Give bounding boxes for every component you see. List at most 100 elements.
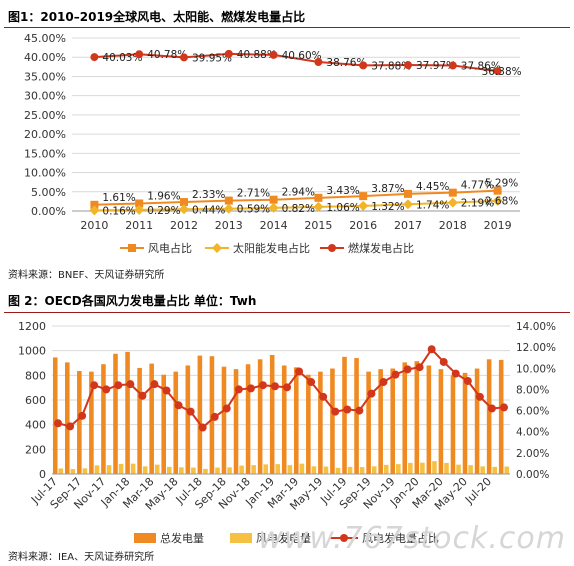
- solar-point: [179, 204, 189, 215]
- coal-point: [448, 61, 457, 70]
- wind-point: [90, 200, 99, 209]
- solar-point: [223, 203, 234, 214]
- share-point: [258, 381, 267, 390]
- total-bar: [173, 371, 179, 474]
- wind-bar: [94, 465, 100, 474]
- share-point: [367, 389, 376, 398]
- y-tick-label: 10.00%: [24, 167, 66, 180]
- wind-bar: [347, 466, 353, 474]
- share-point: [415, 363, 424, 372]
- x-tick-label: 2011: [125, 219, 153, 232]
- y-right-tick-label: 0.00%: [516, 469, 549, 481]
- total-bar: [64, 362, 70, 474]
- series-line-2: [94, 199, 498, 212]
- y-tick-label: 35.00%: [24, 70, 66, 83]
- share-point: [439, 357, 448, 366]
- data-label: 0.82%: [282, 203, 315, 215]
- share-point: [319, 392, 328, 401]
- wind-point: [314, 193, 323, 202]
- share-point: [186, 407, 195, 416]
- solar-point: [403, 199, 413, 210]
- share-point: [78, 411, 87, 420]
- share-point: [246, 384, 255, 393]
- wind-bar: [130, 463, 136, 474]
- data-label: 36.38%: [482, 66, 522, 78]
- data-label: 4.45%: [416, 181, 449, 193]
- total-bar: [161, 374, 166, 474]
- figure2-title: 图 2：OECD各国风力发电量占比 单位：Twh: [8, 294, 257, 308]
- share-point: [451, 369, 460, 378]
- figure1-source: 资料来源：BNEF、天风证券研究所: [8, 270, 165, 281]
- data-label: 40.88%: [237, 49, 277, 61]
- total-bar: [221, 366, 227, 474]
- y-right-tick-label: 2.00%: [516, 448, 549, 460]
- wind-point: [359, 192, 368, 201]
- legend-label: 总发电量: [160, 531, 204, 545]
- y-right-tick-label: 14.00%: [516, 321, 556, 333]
- wind-bar: [251, 465, 256, 474]
- total-bar: [52, 357, 58, 474]
- wind-point: [135, 199, 144, 208]
- x-tick-label: 2019: [484, 219, 512, 232]
- total-bar: [125, 351, 130, 474]
- share-point: [355, 406, 364, 415]
- x-tick-label: 2013: [215, 219, 243, 232]
- solar-point: [447, 197, 458, 208]
- wind-point: [269, 195, 278, 204]
- wind-bar: [215, 467, 220, 474]
- y-right-tick-label: 12.00%: [516, 342, 556, 354]
- legend-label: 风电发电量占比: [362, 531, 439, 545]
- data-label: 2.68%: [485, 196, 518, 208]
- share-point: [138, 391, 147, 400]
- total-bar: [281, 365, 287, 474]
- total-bar: [426, 365, 432, 474]
- coal-point: [135, 50, 144, 59]
- legend-label: 太阳能发电占比: [233, 241, 310, 255]
- solar-point: [134, 204, 145, 215]
- data-label: 5.29%: [485, 178, 518, 190]
- total-bar: [306, 374, 311, 474]
- data-label: 1.61%: [102, 192, 135, 204]
- chart2-svg: 0 200 400 600 800 1000 1200 0.00% 2.00% 4.00% 6.00…: [18, 320, 556, 545]
- y-left-tick-label: 400: [25, 419, 46, 432]
- total-bar: [257, 359, 263, 474]
- data-label: 4.77%: [461, 180, 494, 192]
- total-bar: [318, 371, 323, 474]
- total-bar: [390, 368, 395, 474]
- total-bar: [185, 365, 191, 474]
- data-label: 1.74%: [416, 199, 449, 211]
- data-label: 0.44%: [192, 204, 225, 216]
- x-tick-label: Jul-20: [462, 475, 494, 507]
- series-line-3: [94, 52, 498, 73]
- solar-point: [358, 200, 369, 211]
- y-tick-label: 0.00%: [31, 205, 66, 218]
- total-bar: [137, 367, 142, 474]
- wind-bar: [70, 469, 76, 474]
- total-bar: [438, 369, 444, 474]
- x-tick-label: 2015: [304, 219, 332, 232]
- y-left-tick-label: 0: [39, 468, 46, 481]
- wind-bar: [118, 463, 124, 474]
- total-bar: [366, 371, 371, 474]
- data-label: 2.33%: [192, 189, 225, 201]
- share-point: [126, 380, 135, 389]
- data-label: 39.95%: [192, 52, 232, 64]
- y-tick-label: 40.00%: [24, 51, 66, 64]
- data-label: 2.71%: [237, 188, 270, 200]
- y-right-tick-label: 10.00%: [516, 363, 556, 375]
- share-point: [295, 367, 304, 376]
- y-left-tick-label: 200: [25, 443, 46, 456]
- data-label: 40.78%: [147, 49, 187, 61]
- share-point: [487, 404, 496, 413]
- wind-point: [448, 188, 457, 197]
- wind-bar: [456, 464, 461, 474]
- share-point: [234, 385, 243, 394]
- share-point: [463, 376, 472, 385]
- data-label: 0.29%: [147, 205, 180, 217]
- data-label: 0.16%: [102, 205, 135, 217]
- share-point: [102, 385, 111, 394]
- x-tick-label: 2017: [394, 219, 422, 232]
- wind-bar: [480, 466, 485, 474]
- total-bar: [269, 354, 275, 474]
- y-right-tick-label: 6.00%: [516, 406, 549, 418]
